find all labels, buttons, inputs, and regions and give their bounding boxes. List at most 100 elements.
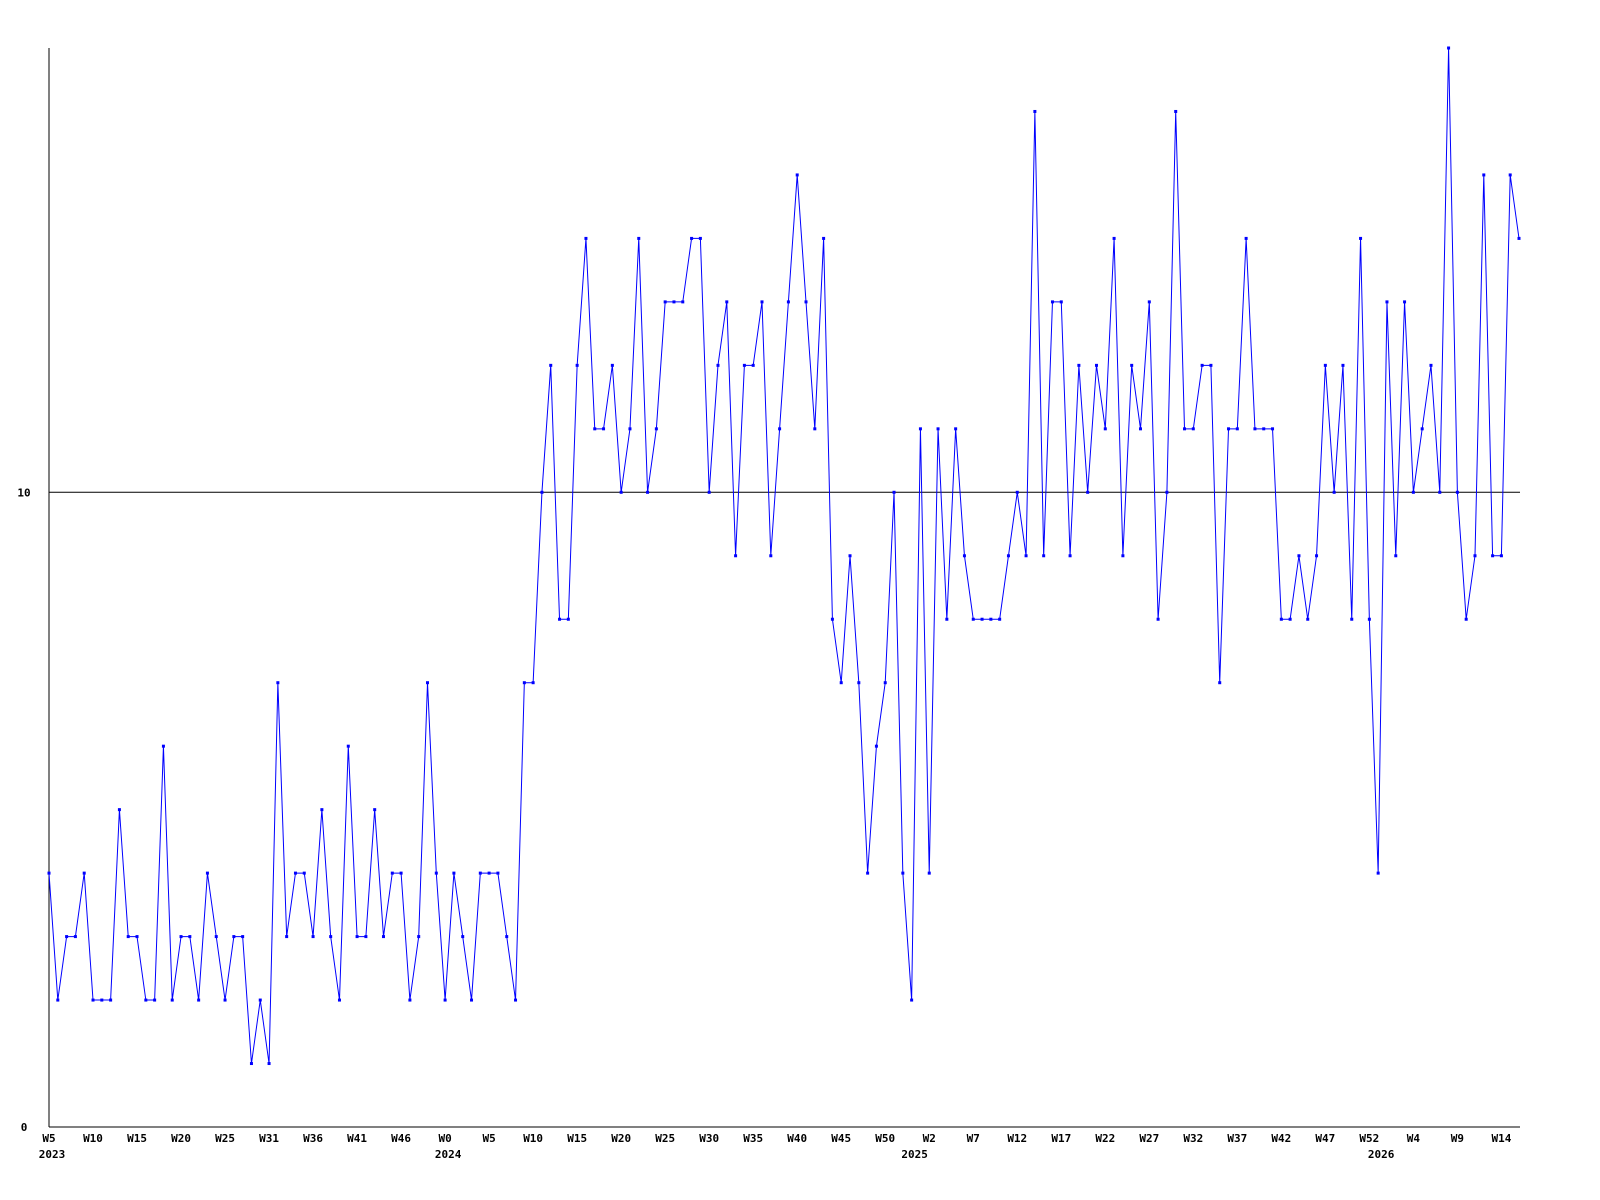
x-year-label: 2024 (435, 1148, 462, 1161)
data-point (1235, 427, 1239, 431)
data-point (188, 935, 192, 939)
x-tick-label: W5 (42, 1132, 55, 1145)
data-point (514, 998, 518, 1002)
data-point (91, 998, 95, 1002)
data-point (1438, 490, 1442, 494)
data-point (1094, 363, 1098, 367)
data-point (1464, 617, 1468, 621)
data-point (1244, 236, 1248, 240)
data-point (857, 681, 861, 685)
data-point (716, 363, 720, 367)
x-tick-label: W36 (303, 1132, 323, 1145)
x-tick-label: W32 (1183, 1132, 1203, 1145)
data-point (329, 935, 333, 939)
x-year-label: 2026 (1368, 1148, 1395, 1161)
data-point (1341, 363, 1345, 367)
data-point (320, 808, 324, 812)
data-point (1262, 427, 1266, 431)
data-point (153, 998, 157, 1002)
data-point (205, 871, 209, 875)
x-tick-label: W46 (391, 1132, 411, 1145)
data-point (1517, 236, 1521, 240)
data-point (1367, 617, 1371, 621)
x-tick-label: W10 (523, 1132, 543, 1145)
data-point (575, 363, 579, 367)
data-point (936, 427, 940, 431)
x-tick-label: W15 (127, 1132, 147, 1145)
data-point (883, 681, 887, 685)
data-point (637, 236, 641, 240)
data-point (1086, 490, 1090, 494)
data-point (989, 617, 993, 621)
data-point (1033, 109, 1037, 113)
data-point (1024, 554, 1028, 558)
data-point (197, 998, 201, 1002)
data-point (760, 300, 764, 304)
data-point (1156, 617, 1160, 621)
data-point (1200, 363, 1204, 367)
data-point (1447, 46, 1451, 50)
x-tick-label: W37 (1227, 1132, 1247, 1145)
data-point (276, 681, 280, 685)
data-point (734, 554, 738, 558)
data-point (232, 935, 236, 939)
data-point (954, 427, 958, 431)
data-point (1394, 554, 1398, 558)
data-point (337, 998, 341, 1002)
data-point (434, 871, 438, 875)
data-point (65, 935, 69, 939)
data-point (399, 871, 403, 875)
data-point (830, 617, 834, 621)
data-point (1429, 363, 1433, 367)
data-point (1482, 173, 1486, 177)
data-point (285, 935, 289, 939)
data-point (355, 935, 359, 939)
x-tick-label: W47 (1315, 1132, 1335, 1145)
x-tick-label: W41 (347, 1132, 367, 1145)
data-point (672, 300, 676, 304)
data-point (82, 871, 86, 875)
data-point (1050, 300, 1054, 304)
data-point (161, 744, 165, 748)
data-point (1403, 300, 1407, 304)
data-point (778, 427, 782, 431)
x-tick-label: W4 (1407, 1132, 1421, 1145)
data-point (927, 871, 931, 875)
data-point (470, 998, 474, 1002)
data-point (1138, 427, 1142, 431)
data-point (1271, 427, 1275, 431)
data-point (1191, 427, 1195, 431)
data-point (417, 935, 421, 939)
data-point (707, 490, 711, 494)
data-point (1385, 300, 1389, 304)
data-point (628, 427, 632, 431)
x-tick-label: W7 (967, 1132, 980, 1145)
data-point (311, 935, 315, 939)
data-point (144, 998, 148, 1002)
data-point (1077, 363, 1081, 367)
x-tick-label: W31 (259, 1132, 279, 1145)
x-tick-label: W9 (1451, 1132, 1464, 1145)
data-point (56, 998, 60, 1002)
data-point (619, 490, 623, 494)
data-point (1297, 554, 1301, 558)
data-point (848, 554, 852, 558)
x-tick-label: W45 (831, 1132, 851, 1145)
data-point (690, 236, 694, 240)
data-point (1227, 427, 1231, 431)
data-point (1209, 363, 1213, 367)
x-tick-label: W12 (1007, 1132, 1027, 1145)
data-point (1059, 300, 1063, 304)
data-point (135, 935, 139, 939)
data-point (452, 871, 456, 875)
x-year-label: 2025 (901, 1148, 928, 1161)
data-point (1420, 427, 1424, 431)
data-point (602, 427, 606, 431)
data-point (1350, 617, 1354, 621)
data-point (390, 871, 394, 875)
data-point (461, 935, 465, 939)
x-tick-label: W20 (171, 1132, 191, 1145)
x-tick-label: W25 (655, 1132, 675, 1145)
data-point (179, 935, 183, 939)
